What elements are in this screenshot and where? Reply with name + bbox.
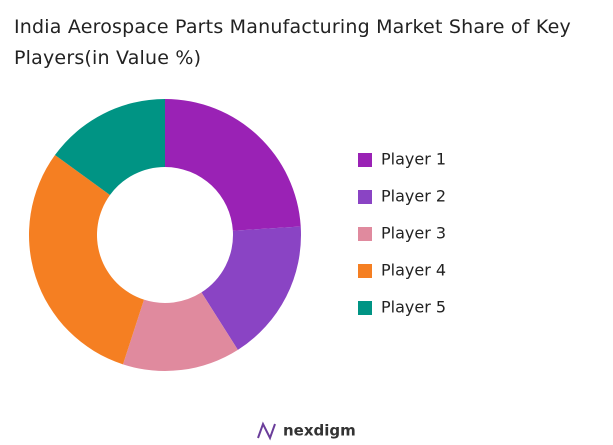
chart-title: India Aerospace Parts Manufacturing Mark… xyxy=(14,16,571,69)
brand-name: nexdigm xyxy=(283,422,356,440)
donut-slice xyxy=(28,155,144,365)
brand-logo: nexdigm xyxy=(257,421,356,441)
legend-swatch xyxy=(358,153,372,167)
legend-label: Player 3 xyxy=(381,224,446,243)
donut-slice xyxy=(54,99,165,196)
donut-slice xyxy=(165,99,301,231)
legend-swatch xyxy=(358,190,372,204)
legend-label: Player 2 xyxy=(381,187,446,206)
legend-swatch xyxy=(358,301,372,315)
donut-slice xyxy=(201,226,301,350)
donut-slice xyxy=(122,292,238,371)
brand-icon xyxy=(257,421,276,441)
legend-label: Player 5 xyxy=(381,298,446,317)
legend-label: Player 1 xyxy=(381,150,446,169)
legend-swatch xyxy=(358,227,372,241)
legend-label: Player 4 xyxy=(381,261,446,280)
legend-swatch xyxy=(358,264,372,278)
